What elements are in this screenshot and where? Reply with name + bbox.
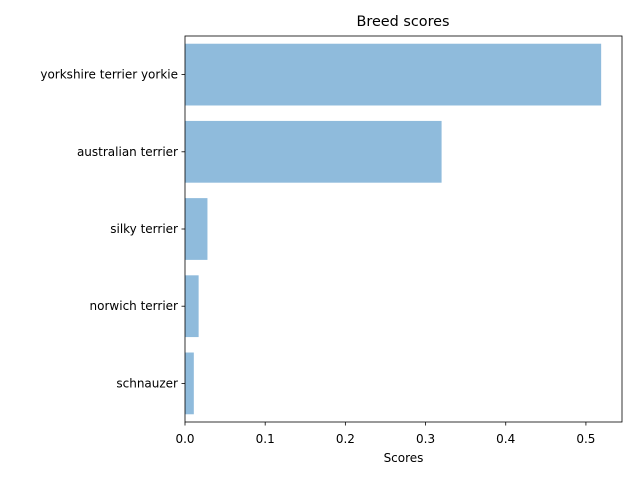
bar xyxy=(185,43,602,106)
x-tick-label: 0.4 xyxy=(496,432,515,446)
x-tick-label: 0.1 xyxy=(256,432,275,446)
x-tick-label: 0.2 xyxy=(336,432,355,446)
y-tick-label: silky terrier xyxy=(110,222,178,236)
x-tick-label: 0.5 xyxy=(576,432,595,446)
y-tick-label: yorkshire terrier yorkie xyxy=(40,68,178,82)
bar xyxy=(185,198,208,260)
y-tick-label: australian terrier xyxy=(77,145,178,159)
plot-frame xyxy=(184,35,623,423)
y-axis-ticks: yorkshire terrier yorkie australian terri… xyxy=(40,68,185,390)
bar xyxy=(185,120,442,183)
chart-title: Breed scores xyxy=(356,14,449,30)
x-axis-title: Scores xyxy=(384,451,424,465)
x-axis-ticks: 0.0 0.1 0.2 0.3 0.4 0.5 xyxy=(175,422,595,446)
x-tick-label: 0.0 xyxy=(175,432,194,446)
y-tick-label: norwich terrier xyxy=(90,299,179,313)
bars xyxy=(185,43,602,415)
bar xyxy=(185,352,194,415)
y-tick-label: schnauzer xyxy=(116,376,178,390)
x-tick-label: 0.3 xyxy=(416,432,435,446)
bar xyxy=(185,275,199,338)
